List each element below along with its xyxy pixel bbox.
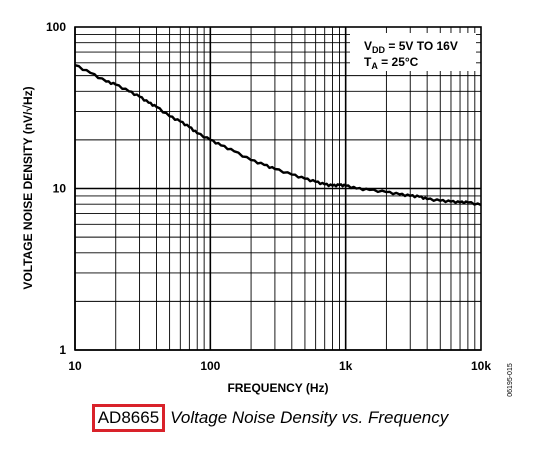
annotation-supply-sub: DD <box>372 45 385 55</box>
annotation-temp-sub: A <box>371 61 378 71</box>
annotation-supply: VDD = 5V TO 16V <box>364 39 458 55</box>
plot-frame <box>74 26 482 351</box>
x-tick-label: 1k <box>339 359 353 373</box>
annotation-temp-value: = 25°C <box>378 55 419 69</box>
annotation-supply-range: = 5V TO 16V <box>385 39 458 53</box>
part-number-box: AD8665 <box>91 404 166 432</box>
annotation-temp-symbol: T <box>364 55 372 69</box>
y-axis-label: VOLTAGE NOISE DENSITY (nV/√Hz) <box>21 86 35 289</box>
figure-code: 06195-015 <box>507 363 514 397</box>
x-axis-label: FREQUENCY (Hz) <box>227 381 328 395</box>
annotation-temperature: TA = 25°C <box>364 55 419 71</box>
x-tick-labels: 10 100 1k 10k <box>68 359 491 373</box>
figure-caption: AD8665 Voltage Noise Density vs. Frequen… <box>0 403 540 433</box>
noise-density-curve <box>74 64 482 207</box>
x-tick-label: 100 <box>200 359 220 373</box>
x-tick-label: 10k <box>471 359 491 373</box>
annotation-background <box>350 33 476 71</box>
y-tick-label: 10 <box>53 182 67 196</box>
chart-grid <box>74 27 481 351</box>
y-tick-label: 100 <box>46 20 66 34</box>
caption-text: Voltage Noise Density vs. Frequency <box>170 408 449 427</box>
x-tick-label: 10 <box>68 359 82 373</box>
y-tick-labels: 1 10 100 <box>46 20 66 357</box>
conditions-annotation: VDD = 5V TO 16V TA = 25°C <box>350 33 476 71</box>
y-tick-label: 1 <box>59 343 66 357</box>
annotation-supply-symbol: V <box>364 39 372 53</box>
